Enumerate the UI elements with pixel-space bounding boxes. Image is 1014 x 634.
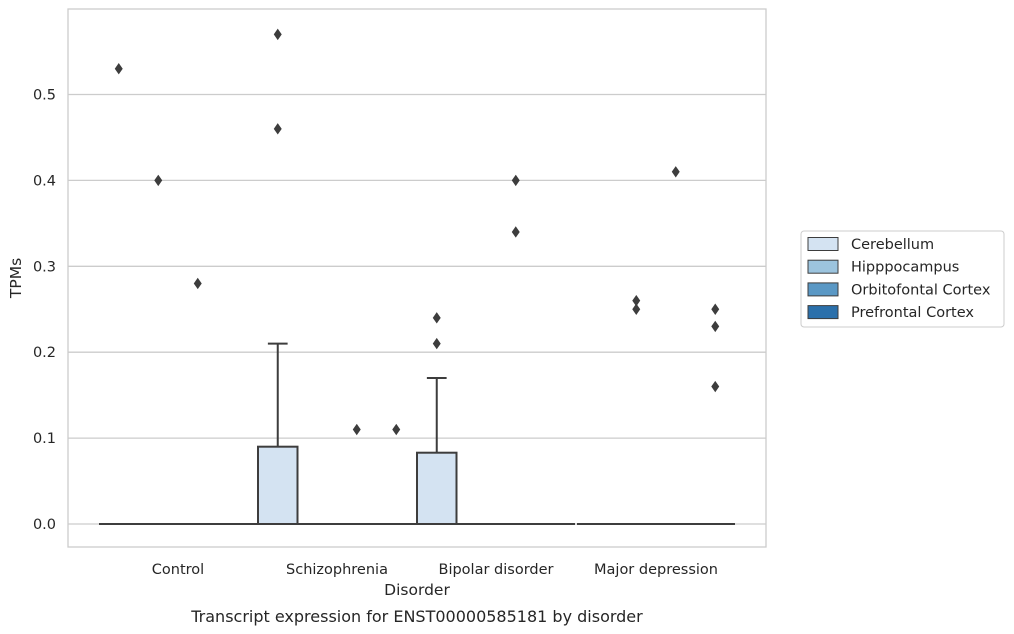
legend-swatch <box>807 259 839 274</box>
plot-frame <box>67 8 767 548</box>
x-axis-title: Disorder <box>384 581 450 599</box>
outlier-point <box>432 337 441 350</box>
box-iqr <box>416 451 458 525</box>
boxes-layer <box>99 342 735 525</box>
y-tick-label: 0.5 <box>33 88 56 104</box>
y-tick-label: 0.4 <box>33 173 56 189</box>
box-iqr <box>257 445 299 525</box>
x-tick-labels: Control Schizophrenia Bipolar disorder Majo… <box>152 562 718 578</box>
outlier-point <box>352 423 361 436</box>
outlier-point <box>511 174 520 187</box>
outlier-point <box>392 423 401 436</box>
legend-label: Cerebellum <box>851 237 934 253</box>
outlier-point <box>711 303 720 315</box>
outliers-layer <box>114 28 720 436</box>
outlier-point <box>154 174 163 187</box>
outlier-point <box>511 226 520 238</box>
outlier-point <box>273 28 282 41</box>
x-tick-label: Major depression <box>594 562 718 578</box>
y-tick-labels: 0.0 0.1 0.2 0.3 0.4 0.5 <box>33 88 56 534</box>
legend-label: Orbitofontal Cortex <box>851 282 991 298</box>
box-cerebellum <box>257 342 299 525</box>
x-tick-label: Control <box>152 562 204 578</box>
y-axis-title: TPMs <box>7 258 25 299</box>
legend-label: Prefrontal Cortex <box>851 305 974 321</box>
y-tick-label: 0.2 <box>33 345 56 361</box>
legend: Cerebellum Hipppocampus Orbitofontal Corte… <box>800 230 1005 328</box>
legend-swatch <box>807 282 839 297</box>
outlier-point <box>711 320 720 333</box>
y-tick-label: 0.1 <box>33 431 56 447</box>
outlier-point <box>632 294 641 307</box>
box-cerebellum <box>416 376 458 525</box>
outlier-point <box>273 123 282 135</box>
x-tick-label: Bipolar disorder <box>439 562 554 578</box>
legend-swatch <box>807 305 839 320</box>
outlier-point <box>193 277 202 290</box>
legend-label: Hipppocampus <box>851 260 959 276</box>
y-tick-label: 0.3 <box>33 259 56 275</box>
chart-caption: Transcript expression for ENST0000058518… <box>190 607 643 626</box>
outlier-point <box>671 166 680 178</box>
outlier-point <box>114 63 123 75</box>
legend-swatch <box>807 237 839 251</box>
legend-frame <box>800 230 1005 328</box>
y-tick-label: 0.0 <box>33 517 56 533</box>
outlier-point <box>432 312 441 324</box>
x-tick-label: Schizophrenia <box>286 562 388 578</box>
outlier-point <box>711 380 720 393</box>
outlier-point <box>632 303 641 315</box>
